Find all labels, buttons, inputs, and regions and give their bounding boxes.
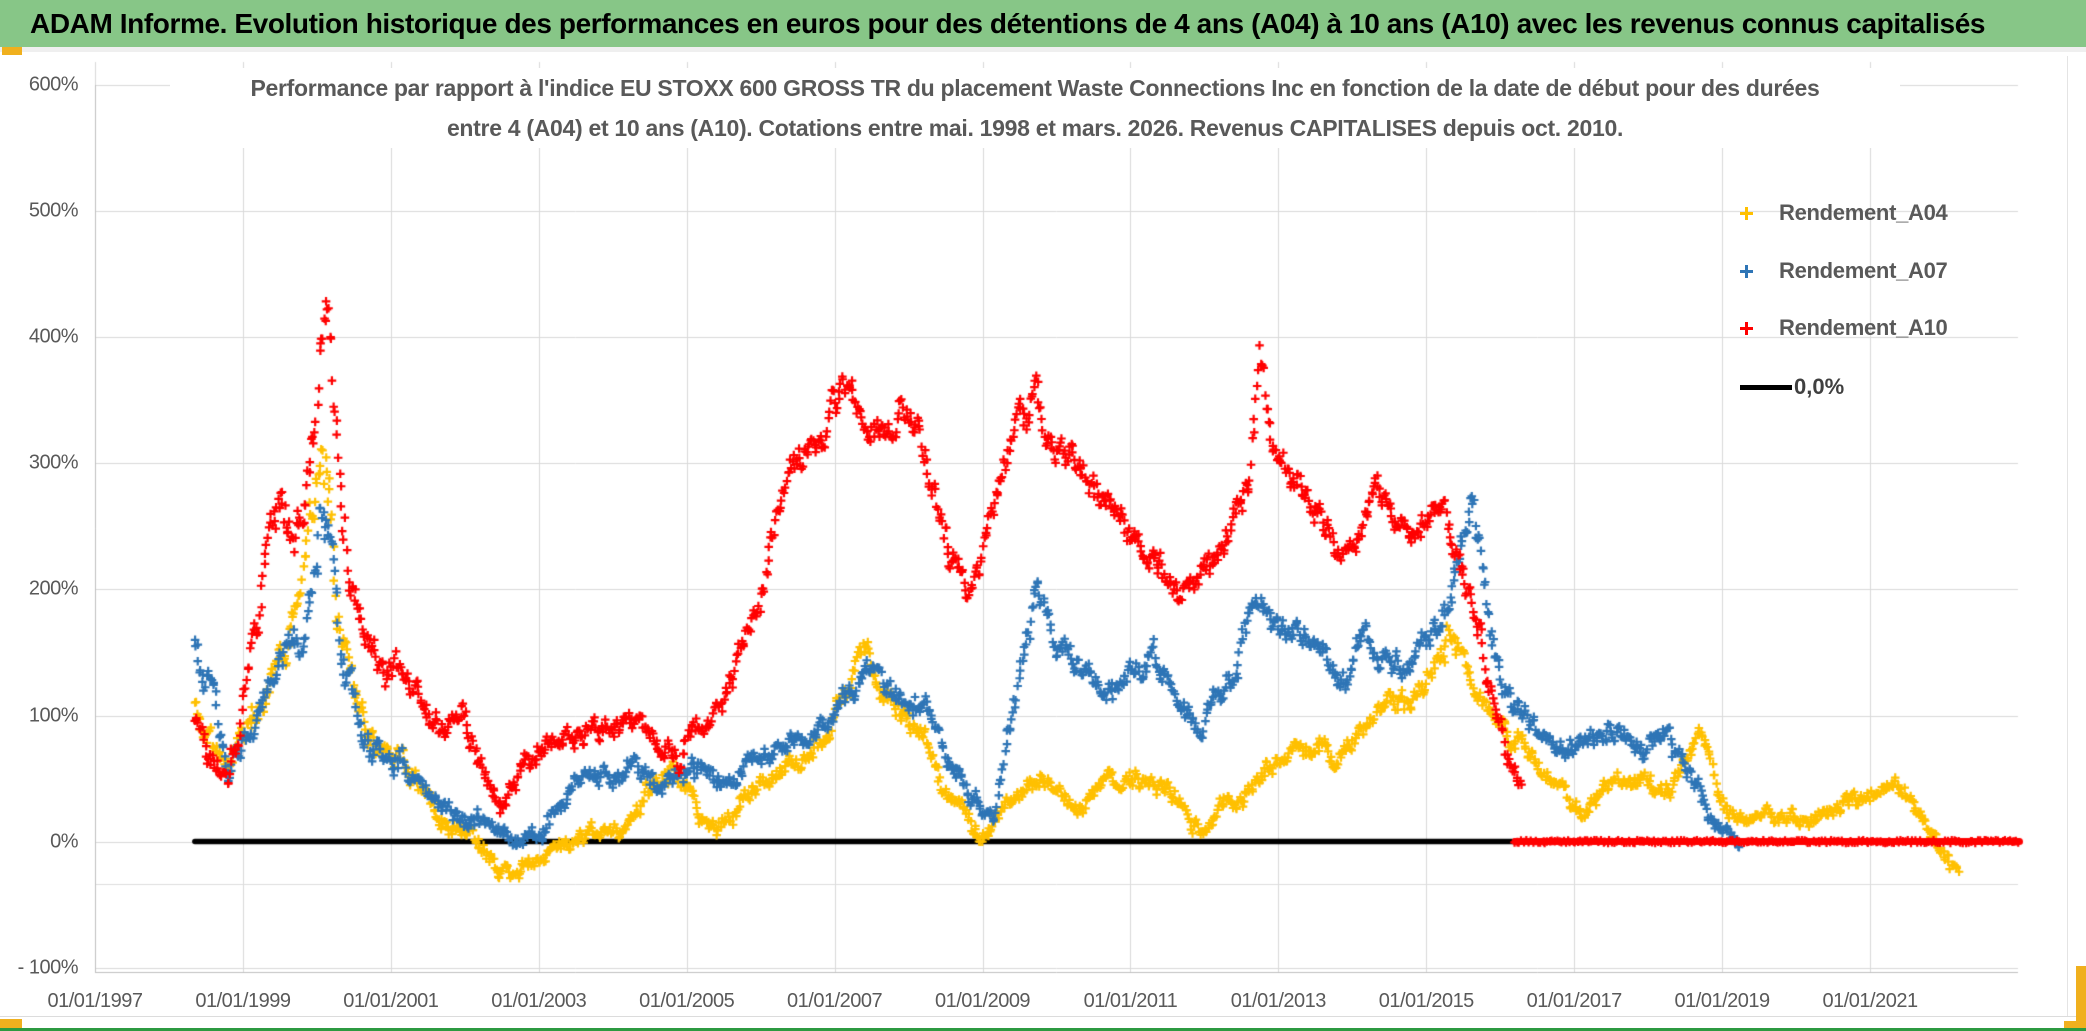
x-tick-label: 01/01/2019	[1674, 990, 1771, 1012]
slide-right-border	[2067, 56, 2068, 1016]
header-shadow-divider	[0, 47, 2086, 52]
chart-title-line2: entre 4 (A04) et 10 ans (A10). Cotations…	[446, 115, 1624, 141]
x-tick-label: 01/01/2009	[934, 990, 1031, 1012]
plus-icon	[1740, 321, 1753, 335]
y-tick-label: 600%	[28, 73, 79, 96]
legend-label: Rendement_A10	[1779, 315, 1948, 340]
chart-title-line1: Performance par rapport à l'indice EU ST…	[250, 75, 1820, 101]
x-tick-label: 01/01/2005	[639, 990, 735, 1012]
legend-item-rendement-a04: Rendement_A04	[1740, 198, 1948, 228]
header-bar: ADAM Informe. Evolution historique des p…	[0, 0, 2086, 47]
x-tick-label: 01/01/2003	[491, 990, 587, 1012]
gold-accent-top-left	[2, 47, 22, 55]
y-tick-label: 200%	[28, 577, 79, 600]
plus-icon	[1740, 206, 1753, 220]
legend-item-rendement-a10: Rendement_A10	[1740, 313, 1948, 343]
slide-bottom-border	[0, 1016, 2086, 1017]
x-tick-label: 01/01/2001	[343, 990, 439, 1012]
y-tick-label: 300%	[28, 451, 79, 474]
y-tick-label: 0%	[50, 830, 78, 853]
legend-label: Rendement_A04	[1779, 200, 1948, 225]
legend-item-zero-line: 0,0%	[1740, 372, 1844, 402]
x-tick-label: 01/01/2021	[1822, 990, 1918, 1012]
x-tick-label: 01/01/2011	[1083, 990, 1178, 1012]
bottom-green-strip	[0, 1028, 2086, 1031]
chart-title: Performance par rapport à l'indice EU ST…	[170, 68, 1900, 148]
gold-accent-bottom-left	[0, 1019, 22, 1029]
legend-label: 0,0%	[1794, 374, 1845, 399]
x-tick-label: 01/01/2013	[1230, 990, 1327, 1012]
legend-label: Rendement_A07	[1779, 258, 1948, 283]
x-tick-label: 01/01/2007	[787, 990, 883, 1012]
y-tick-label: - 100%	[17, 956, 79, 979]
gold-accent-bottom-right	[2064, 1021, 2086, 1031]
x-tick-label: 01/01/2017	[1526, 990, 1623, 1012]
y-tick-label: 100%	[28, 704, 79, 726]
x-tick-label: 01/01/1999	[195, 990, 291, 1012]
gold-accent-right-vertical	[2076, 966, 2086, 1031]
x-tick-label: 01/01/2015	[1378, 990, 1475, 1012]
page-title: ADAM Informe. Evolution historique des p…	[30, 7, 1986, 39]
y-tick-label: 400%	[28, 325, 79, 348]
zero-line-sample	[1740, 384, 1792, 390]
y-tick-label: 500%	[28, 199, 79, 222]
legend-item-rendement-a07: Rendement_A07	[1740, 256, 1948, 286]
plus-icon	[1740, 264, 1753, 278]
x-tick-label: 01/01/1997	[47, 990, 143, 1012]
